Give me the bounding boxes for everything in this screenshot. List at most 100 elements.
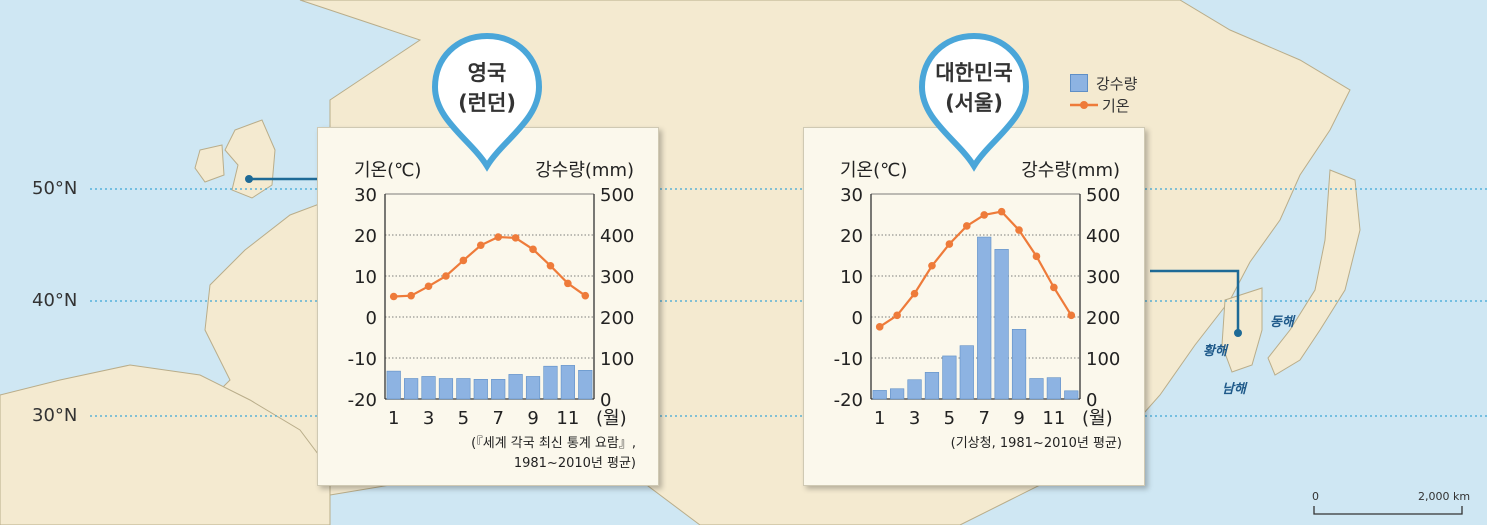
temp-point xyxy=(564,279,572,288)
x-tick: 11 xyxy=(556,408,579,429)
seoul-pin-icon xyxy=(918,32,1030,172)
temp-point xyxy=(928,261,936,270)
london-dot xyxy=(245,175,253,183)
legend: 강수량 기온 xyxy=(1070,72,1137,116)
y-right-tick: 500 xyxy=(600,185,634,206)
y-right-tick: 0 xyxy=(600,390,611,411)
precip-bar xyxy=(543,365,558,400)
temp-point xyxy=(910,289,919,298)
seoul-chart-card: 30 20 10 0 -10 -20 500 400 300 200 100 0 1 3 5 7 9 11 (월) 기… xyxy=(803,127,1145,486)
y-right-label: 강수량(mm) xyxy=(535,160,634,181)
temp-line xyxy=(393,235,586,298)
temp-point xyxy=(529,245,537,254)
precip-bar xyxy=(473,379,488,400)
y-right-tick: 300 xyxy=(600,267,634,288)
y-left-tick: 20 xyxy=(354,226,377,247)
precip-bar xyxy=(1011,329,1027,400)
sea-label-east: 동해 xyxy=(1270,315,1294,330)
seoul-pin-label: 대한민국 (서울) xyxy=(919,58,1029,118)
temp-point xyxy=(476,241,485,250)
legend-line-swatch xyxy=(1070,101,1098,109)
scale-zero: 0 xyxy=(1312,490,1319,503)
temp-point xyxy=(494,233,503,241)
precip-bar xyxy=(959,345,974,400)
precip-bar xyxy=(907,379,922,400)
x-tick: 9 xyxy=(1013,408,1024,429)
temp-point xyxy=(1067,311,1076,320)
x-tick: 1 xyxy=(388,408,399,429)
temp-point xyxy=(546,261,555,270)
y-right-tick: 300 xyxy=(1086,267,1120,288)
x-tick: 5 xyxy=(944,408,955,429)
y-left-tick: 0 xyxy=(366,308,377,329)
x-tick: 3 xyxy=(423,408,434,429)
london-name: 영국 xyxy=(467,61,507,85)
y-right-tick: 100 xyxy=(600,349,634,370)
precip-bar xyxy=(890,388,905,400)
y-right-tick: 400 xyxy=(600,226,634,247)
x-tick: 9 xyxy=(527,408,538,429)
london-pin-icon xyxy=(431,32,543,172)
x-tick: 1 xyxy=(874,408,885,429)
legend-precip: 강수량 xyxy=(1070,72,1137,94)
precip-bar xyxy=(456,378,471,400)
lat-label-50: 50°N xyxy=(32,178,78,199)
africa-land xyxy=(0,364,331,525)
lat-label-30: 30°N xyxy=(32,405,78,426)
japan-land xyxy=(1267,169,1361,376)
precip-bar xyxy=(525,376,541,400)
precip-bar xyxy=(977,236,992,400)
temp-point xyxy=(1050,283,1058,292)
precip-bar xyxy=(491,379,506,400)
precip-bar xyxy=(438,378,454,400)
y-right-tick: 400 xyxy=(1086,226,1120,247)
temp-point xyxy=(424,282,433,291)
seoul-connector xyxy=(1150,269,1240,333)
x-tick: 11 xyxy=(1042,408,1065,429)
x-tick: 7 xyxy=(492,408,503,429)
temp-point xyxy=(581,291,590,300)
y-left-tick: -20 xyxy=(834,390,863,411)
y-right-tick: 0 xyxy=(1086,390,1097,411)
precip-bar xyxy=(508,374,523,400)
y-left-tick: -10 xyxy=(834,349,863,370)
sea-label-south: 남해 xyxy=(1222,382,1246,397)
seoul-name: 대한민국 xyxy=(935,61,1013,85)
precip-bar xyxy=(872,390,887,400)
y-left-tick: -20 xyxy=(348,390,377,411)
temp-point xyxy=(1015,226,1023,234)
legend-bar-swatch xyxy=(1070,74,1088,92)
x-tick: 3 xyxy=(909,408,920,429)
korea-land xyxy=(1221,287,1263,373)
temp-line xyxy=(879,210,1073,328)
x-unit-label: (월) xyxy=(596,408,627,429)
y-left-tick: -10 xyxy=(348,349,377,370)
temp-point xyxy=(389,292,398,301)
seoul-dot xyxy=(1234,329,1242,337)
temp-point xyxy=(407,291,415,300)
legend-precip-label: 강수량 xyxy=(1096,74,1138,93)
y-left-label: 기온(℃) xyxy=(840,160,907,181)
y-left-tick: 0 xyxy=(852,308,863,329)
y-right-tick: 500 xyxy=(1086,185,1120,206)
precip-bar xyxy=(1046,377,1061,400)
temp-point xyxy=(962,222,971,230)
precip-bar xyxy=(1064,390,1079,400)
precip-bar xyxy=(421,376,436,400)
temp-point xyxy=(945,240,954,248)
y-right-label: 강수량(mm) xyxy=(1021,160,1120,181)
y-left-tick: 10 xyxy=(354,267,377,288)
precip-bar xyxy=(1029,378,1044,400)
source-line2: 1981~2010년 평균) xyxy=(514,456,636,471)
temp-point xyxy=(997,207,1006,216)
precip-bar xyxy=(994,249,1009,400)
legend-temp-label: 기온 xyxy=(1102,96,1130,115)
y-right-tick: 200 xyxy=(1086,308,1120,329)
lat-label-40: 40°N xyxy=(32,290,78,311)
x-unit-label: (월) xyxy=(1082,408,1113,429)
temp-point xyxy=(980,211,989,219)
london-city: (런던) xyxy=(458,91,516,115)
